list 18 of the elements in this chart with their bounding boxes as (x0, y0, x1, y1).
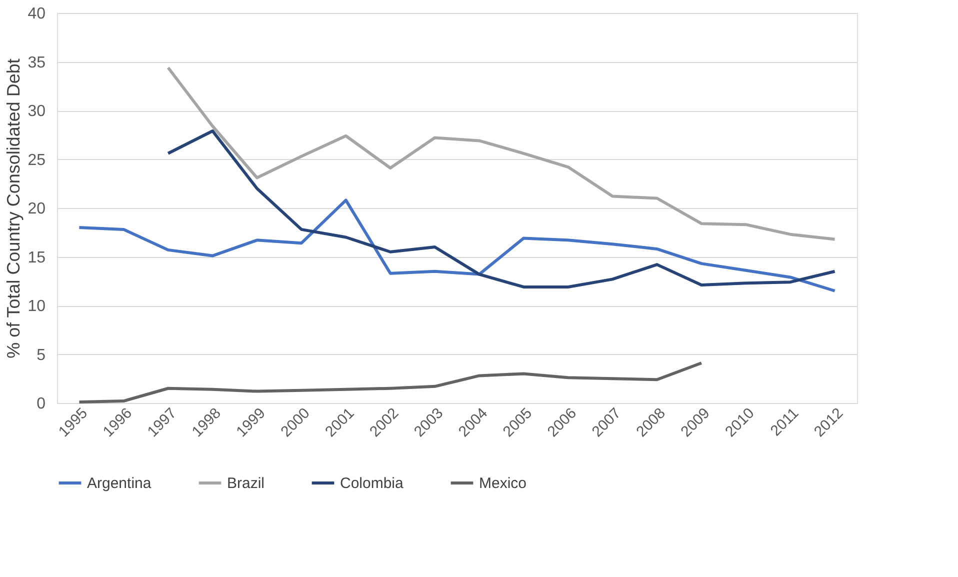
line-series (78, 362, 703, 404)
legend-label: Brazil (227, 475, 265, 492)
y-tick-label: 35 (28, 54, 46, 72)
y-axis-title: % of Total Country Consolidated Debt (4, 58, 24, 358)
y-tick-label: 10 (28, 298, 46, 315)
y-tick-label: 0 (36, 396, 46, 412)
y-tick-label: 20 (28, 200, 46, 218)
line-series (78, 198, 836, 292)
legend-label: Argentina (87, 475, 152, 492)
y-tick-label: 40 (28, 6, 46, 22)
legend-label: Colombia (340, 475, 404, 492)
line-series (166, 129, 836, 288)
y-tick-label: 30 (28, 103, 46, 120)
y-tick-label: 15 (28, 249, 46, 266)
line-series (166, 66, 836, 241)
y-tick-label: 25 (28, 152, 46, 169)
legend-label: Mexico (479, 475, 527, 492)
y-tick-label: 5 (36, 346, 46, 364)
